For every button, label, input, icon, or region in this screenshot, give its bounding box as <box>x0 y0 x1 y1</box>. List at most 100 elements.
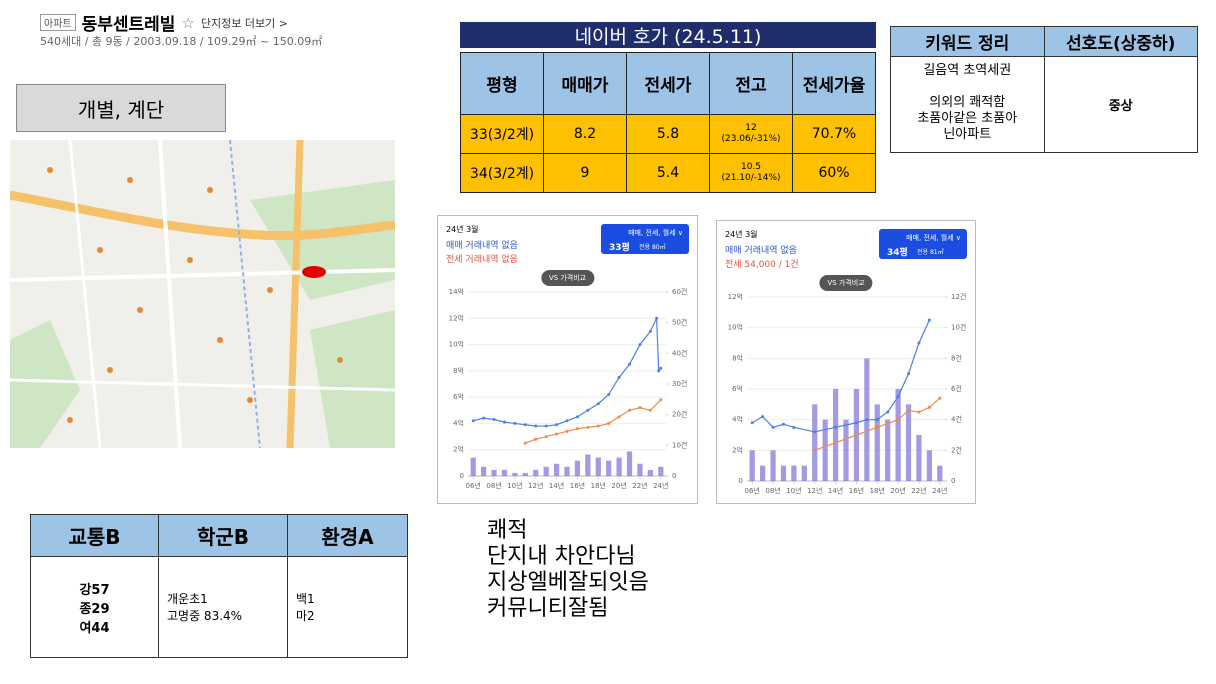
y-tick-label: 2억 <box>732 446 743 454</box>
cell-line: 개운초1 <box>167 592 208 606</box>
volume-bar <box>595 457 601 476</box>
y2-tick-label: 6건 <box>951 384 962 393</box>
volume-bar <box>780 465 787 481</box>
header: 아파트 동부센트레빌 ☆ 단지정보 더보기 > <box>40 10 288 35</box>
volume-bar <box>822 419 828 481</box>
volume-bar <box>895 389 901 481</box>
volume-bar <box>905 404 912 481</box>
x-tick-label: 22년 <box>911 486 926 495</box>
x-tick-label: 06년 <box>745 486 760 495</box>
y-tick-label: 10억 <box>449 341 464 349</box>
column-header: 평형 <box>460 52 544 115</box>
y2-tick-label: 50건 <box>672 318 687 327</box>
cell-line: (21.10/-14%) <box>721 173 781 183</box>
price-point <box>938 396 942 400</box>
road <box>10 268 395 282</box>
price-point <box>865 418 869 422</box>
cell: 5.8 <box>626 114 710 154</box>
cell-line: 고명중 83.4% <box>167 609 243 623</box>
volume-bar <box>874 404 880 481</box>
price-point <box>534 437 538 441</box>
chart-card: 24년 3월 매매 거래내역 없음 전세 54,000 / 1건 매매, 전세, 월세… <box>716 220 976 504</box>
y-tick-label: 12억 <box>728 293 743 301</box>
price-point <box>575 415 579 419</box>
x-tick-label: 16년 <box>849 486 864 495</box>
cell-line: 강57 <box>79 582 110 598</box>
chart: 0 2억 4억 6억 8억 10억 12억 0 2건 4건 6건 8건 10건 12건 06년 08년 10년 1… <box>728 292 967 495</box>
y-tick-label: 6억 <box>732 385 743 393</box>
price-point <box>648 408 652 412</box>
price-point <box>896 418 900 422</box>
size: 34평 <box>887 248 908 258</box>
cell: 33(3/2계) <box>460 114 544 154</box>
volume-bar <box>533 469 539 476</box>
column-header: 학군B <box>158 514 288 557</box>
road <box>10 378 395 392</box>
price-point <box>834 425 838 429</box>
price-point <box>875 425 879 429</box>
compare-button[interactable]: VS 가격비교 <box>540 270 595 286</box>
body-row: 길음역 초역세권 의외의 쾌적함 초품아같은 초품아 닌아파트 중상 <box>890 56 1198 153</box>
note: 지상엘베잘되잇음 <box>487 570 649 595</box>
column-header: 전세가율 <box>792 52 876 115</box>
cell-line: 백1 <box>296 592 315 606</box>
period: 24년 3월 <box>446 225 479 234</box>
price-point <box>659 398 663 402</box>
compare-button[interactable]: VS 가격비교 <box>819 275 873 291</box>
filter-chip[interactable]: 매매, 전세, 월세 ∨ 34평 전용 81㎡ <box>879 229 967 259</box>
price-point <box>648 329 652 333</box>
price-point <box>565 429 569 433</box>
volume-bar <box>885 419 891 481</box>
cell-line: 여44 <box>79 620 110 636</box>
cell: 9 <box>543 153 627 193</box>
road <box>68 140 102 448</box>
y-tick-label: 4억 <box>453 419 464 427</box>
subway <box>229 140 261 448</box>
volume-bar <box>749 450 755 481</box>
price-point <box>813 430 817 434</box>
rating: 중상 <box>1043 56 1198 153</box>
volume-bar <box>543 466 549 476</box>
header-row: 키워드 정리 선호도(상중하) <box>890 26 1198 57</box>
score-cell: 강57 종29 여44 <box>30 556 159 658</box>
x-tick-label: 12년 <box>528 481 543 490</box>
y2-tick-label: 8건 <box>951 353 962 362</box>
volume-bar <box>832 389 839 481</box>
volume-bar <box>470 457 476 476</box>
y-tick-label: 4억 <box>732 416 743 424</box>
volume-bar <box>522 472 528 476</box>
price-point <box>596 424 600 428</box>
x-tick-label: 12년 <box>807 486 822 495</box>
high-cell: 10.5 (21.10/-14%) <box>709 153 793 193</box>
price-line <box>525 399 662 444</box>
cell: 60% <box>792 153 876 193</box>
filter-chip[interactable]: 매매, 전세, 월세 ∨ 33평 전용 80㎡ <box>601 224 689 254</box>
volume-bar <box>801 465 807 481</box>
price-table-title: 네이버 호가 (24.5.11) <box>460 22 876 48</box>
price-point <box>781 422 785 426</box>
more-link[interactable]: 단지정보 더보기 > <box>200 16 288 30</box>
price-point <box>586 425 590 429</box>
column-header: 키워드 정리 <box>890 26 1045 57</box>
price-point <box>523 423 527 427</box>
star[interactable]: ☆ <box>181 13 195 32</box>
price-point <box>544 424 548 428</box>
price-point <box>927 405 931 409</box>
price-point <box>638 406 642 410</box>
y-tick-label: 8억 <box>732 354 743 362</box>
volume-bar <box>501 469 508 476</box>
filter: 매매, 전세, 월세 ∨ <box>628 229 683 237</box>
price-point <box>523 441 527 445</box>
volume-bar <box>606 460 612 476</box>
y2-tick-label: 0 <box>672 472 676 480</box>
volume-bar <box>812 404 818 481</box>
volume-bar <box>791 465 797 481</box>
keyword: 길음역 초역세권 <box>923 63 1012 78</box>
column-header: 환경A <box>287 514 408 557</box>
price-point <box>896 395 900 399</box>
column-header: 선호도(상중하) <box>1043 26 1198 57</box>
x-tick-label: 14년 <box>549 481 564 490</box>
y2-tick-label: 10건 <box>672 440 687 449</box>
price-point <box>482 416 486 420</box>
volume-bar <box>760 465 766 481</box>
